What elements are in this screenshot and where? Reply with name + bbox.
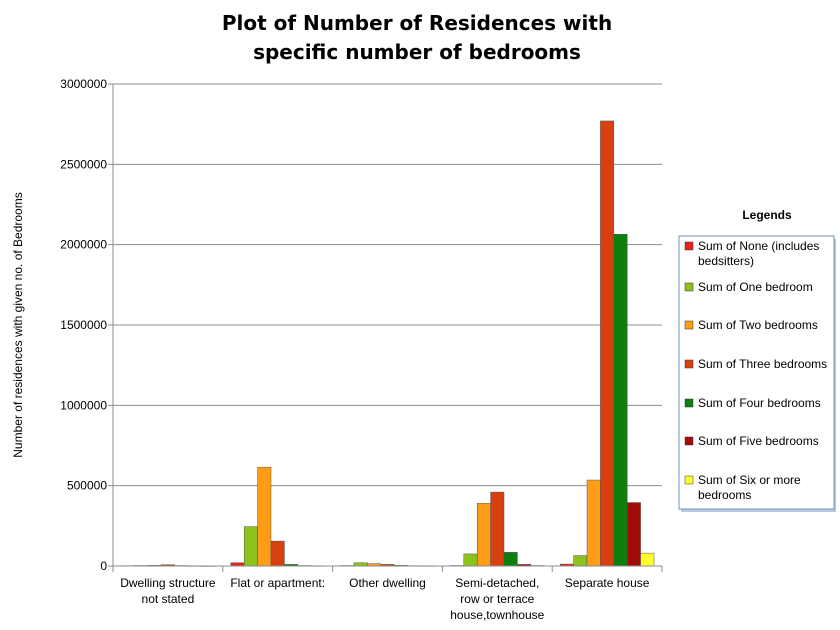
y-axis-title: Number of residences with given no. of B… [11,192,25,457]
legend-swatch [684,359,694,369]
legend-item-line: bedsitters) [698,254,754,268]
legend-swatch [684,436,694,446]
chart-title-line: Plot of Number of Residences with [222,11,612,35]
legend-swatch [684,398,694,408]
category-label-line: Semi-detached, [455,576,539,590]
bar [490,491,505,567]
legend-item-label: Sum of Four bedrooms [698,396,821,410]
category-label: Semi-detached, row or terrace house,townho… [450,576,544,622]
legend-swatch [684,241,694,251]
bar [476,503,491,567]
gridlines [108,83,662,567]
legend-item-line: Sum of Two bedrooms [698,318,818,332]
category-label-line: Other dwelling [349,576,426,590]
x-axis [112,84,663,572]
bar [626,502,641,567]
bar [503,552,518,567]
y-tick-label: 1500000 [60,318,107,332]
chart-title-line: specific number of bedrooms [253,40,581,64]
category-label: Flat or apartment: [230,576,325,590]
bar [270,540,285,567]
bar [640,552,655,567]
y-tick-label: 3000000 [60,77,107,91]
legend-item-line: Sum of Five bedrooms [698,434,819,448]
bar [573,555,588,567]
category-label-line: Flat or apartment: [230,576,325,590]
category-label-line: not stated [142,592,195,606]
legend-item-label: Sum of Two bedrooms [698,318,818,332]
legend-item-line: Sum of Three bedrooms [698,357,827,371]
legend-swatch [684,475,694,485]
bar [600,120,615,567]
category-label: Separate house [565,576,650,590]
chart-title: Plot of Number of Residences with specifi… [222,11,612,64]
legend-item-line: Sum of One bedroom [698,280,813,294]
bar [243,526,258,567]
bars [120,120,655,567]
bar [257,466,272,567]
category-label-line: house,townhouse [450,608,544,622]
legend-item-label: Sum of Five bedrooms [698,434,819,448]
legend-title: Legends [742,208,792,222]
legend-item-line: Sum of Six or more [698,473,801,487]
y-tick-label: 2000000 [60,238,107,252]
category-label: Dwelling structure not stated [120,576,216,606]
legend-item-line: Sum of None (includes [698,239,819,253]
legend-box [678,235,835,510]
category-label-line: Separate house [565,576,650,590]
legend-item-label: Sum of Three bedrooms [698,357,827,371]
legend-item-line: Sum of Four bedrooms [698,396,821,410]
legend-item-label: Sum of Six or more bedrooms [698,473,801,502]
legend: Sum of None (includes bedsitters) Sum of O… [678,235,836,512]
bar [463,553,478,567]
y-tick-label: 2500000 [60,157,107,171]
legend-item-label: Sum of One bedroom [698,280,813,294]
category-label-line: Dwelling structure [120,576,216,590]
y-tick-label: 0 [100,559,107,573]
y-tick-label: 500000 [67,479,107,493]
category-label-line: row or terrace [460,592,534,606]
legend-swatch [684,282,694,292]
bar [613,233,628,567]
y-tick-label: 1000000 [60,398,107,412]
category-label: Other dwelling [349,576,426,590]
legend-item-label: Sum of None (includes bedsitters) [698,239,819,268]
bar [586,479,601,567]
legend-item-line: bedrooms [698,488,751,502]
category-labels: Dwelling structure not stated Flat or apar… [120,576,650,622]
legend-swatch [684,320,694,330]
y-tick-labels: 0 500000 1000000 1500000 2000000 2500000 30000… [60,77,107,573]
